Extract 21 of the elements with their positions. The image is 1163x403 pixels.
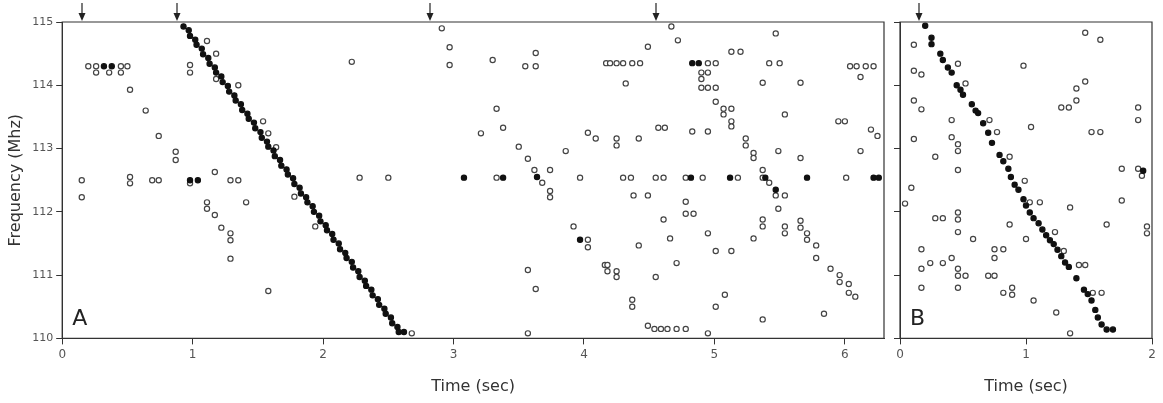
y-tick-label: 115	[32, 14, 54, 28]
x-tick-label: 0	[896, 346, 904, 361]
y-tick-label: 114	[32, 78, 54, 92]
x-tick-label: 5	[710, 346, 719, 361]
y-tick-label: 112	[32, 204, 54, 218]
x-tick-label: 0	[58, 346, 67, 361]
x-tick-label: 1	[188, 346, 197, 361]
x-tick-label: 2	[1148, 346, 1156, 361]
x-tick-label: 3	[449, 346, 458, 361]
x-tick-label: 4	[580, 346, 588, 361]
y-axis-title: Frequency (Mhz)	[4, 113, 24, 247]
y-tick-label: 113	[32, 141, 54, 155]
x-tick-label: 2	[319, 346, 327, 361]
annotation: A	[72, 305, 88, 331]
annotation: B	[910, 305, 926, 331]
y-tick-label: 110	[32, 331, 54, 345]
x-axis-title: Time (sec)	[983, 375, 1068, 395]
y-tick-label: 111	[32, 267, 54, 281]
x-tick-label: 6	[841, 346, 849, 361]
x-tick-label: 1	[1022, 346, 1030, 361]
x-axis-title: Time (sec)	[430, 375, 515, 395]
